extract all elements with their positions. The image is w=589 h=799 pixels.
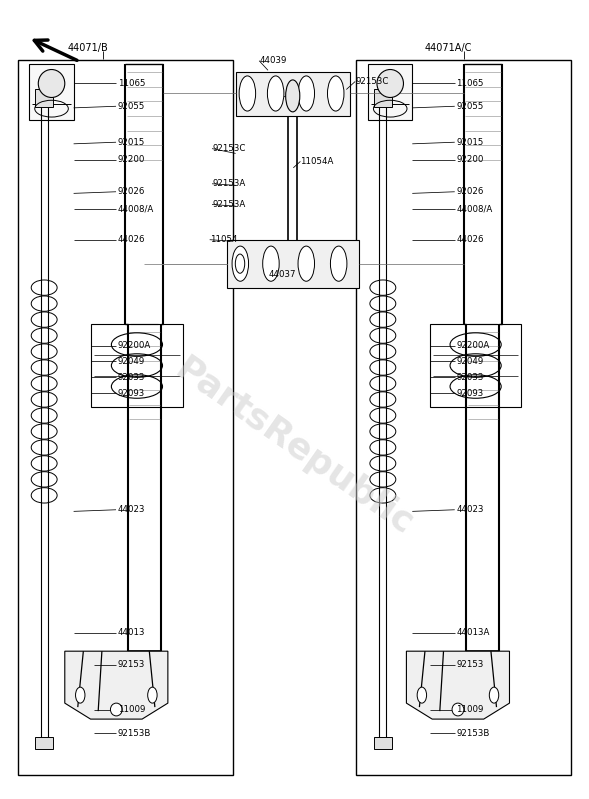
Bar (18, 60, 233, 775)
Text: 44013A: 44013A (456, 628, 490, 638)
Text: 44026: 44026 (118, 235, 145, 244)
Text: 92153: 92153 (456, 660, 484, 670)
Ellipse shape (75, 687, 85, 703)
Ellipse shape (417, 687, 426, 703)
Ellipse shape (38, 70, 65, 97)
Text: 92200: 92200 (456, 155, 484, 165)
Ellipse shape (232, 246, 249, 281)
Text: 44026: 44026 (456, 235, 484, 244)
Bar (227, 240, 359, 288)
Ellipse shape (236, 254, 245, 273)
Text: 92049: 92049 (456, 356, 484, 366)
Bar (368, 64, 412, 120)
Ellipse shape (286, 80, 300, 112)
Polygon shape (65, 651, 168, 719)
Text: PartsRepublic: PartsRepublic (169, 352, 420, 543)
Ellipse shape (298, 76, 315, 111)
Text: 92093: 92093 (456, 388, 484, 398)
Text: 92153C: 92153C (355, 77, 389, 86)
Text: 44071/B: 44071/B (68, 43, 108, 53)
Text: 92055: 92055 (118, 101, 145, 111)
Text: 92033: 92033 (456, 372, 484, 382)
Bar (236, 72, 350, 116)
Polygon shape (406, 651, 509, 719)
Text: 92015: 92015 (456, 137, 484, 147)
Text: 92200: 92200 (118, 155, 145, 165)
Text: 92026: 92026 (456, 187, 484, 197)
Text: 92153A: 92153A (212, 200, 245, 209)
Ellipse shape (330, 246, 347, 281)
Text: 11054: 11054 (210, 235, 237, 244)
Text: 92153A: 92153A (212, 179, 245, 189)
Text: 92200A: 92200A (456, 341, 489, 351)
Text: 92200A: 92200A (118, 341, 151, 351)
Text: 44023: 44023 (118, 505, 145, 515)
Text: 44071A/C: 44071A/C (424, 43, 471, 53)
Ellipse shape (327, 76, 344, 111)
Text: 44037: 44037 (269, 270, 296, 280)
Text: 44013: 44013 (118, 628, 145, 638)
Text: 92026: 92026 (118, 187, 145, 197)
Ellipse shape (377, 70, 403, 97)
Text: 92153C: 92153C (212, 144, 246, 153)
Ellipse shape (267, 76, 284, 111)
Text: 44023: 44023 (456, 505, 484, 515)
Ellipse shape (298, 246, 315, 281)
Ellipse shape (263, 246, 279, 281)
Text: 11009: 11009 (118, 705, 145, 714)
Text: 44008/A: 44008/A (118, 205, 154, 214)
Ellipse shape (452, 703, 464, 716)
Text: 44039: 44039 (259, 56, 286, 66)
Text: 92049: 92049 (118, 356, 145, 366)
Bar (29, 64, 74, 120)
Text: 11065: 11065 (118, 78, 145, 88)
Text: 92153B: 92153B (118, 729, 151, 738)
Ellipse shape (111, 703, 123, 716)
Text: 11054A: 11054A (300, 157, 334, 166)
Text: 92093: 92093 (118, 388, 145, 398)
Text: 92055: 92055 (456, 101, 484, 111)
Text: 92033: 92033 (118, 372, 145, 382)
Text: 11009: 11009 (456, 705, 484, 714)
Text: 92015: 92015 (118, 137, 145, 147)
Ellipse shape (148, 687, 157, 703)
Bar (374, 89, 392, 107)
Text: 92153: 92153 (118, 660, 145, 670)
Bar (91, 324, 183, 407)
Bar (374, 737, 392, 749)
Bar (35, 737, 53, 749)
Bar (356, 60, 571, 775)
Text: 92153B: 92153B (456, 729, 490, 738)
Ellipse shape (489, 687, 499, 703)
Bar (35, 89, 53, 107)
Text: 11065: 11065 (456, 78, 484, 88)
Ellipse shape (239, 76, 256, 111)
Text: 44008/A: 44008/A (456, 205, 493, 214)
Bar (430, 324, 521, 407)
